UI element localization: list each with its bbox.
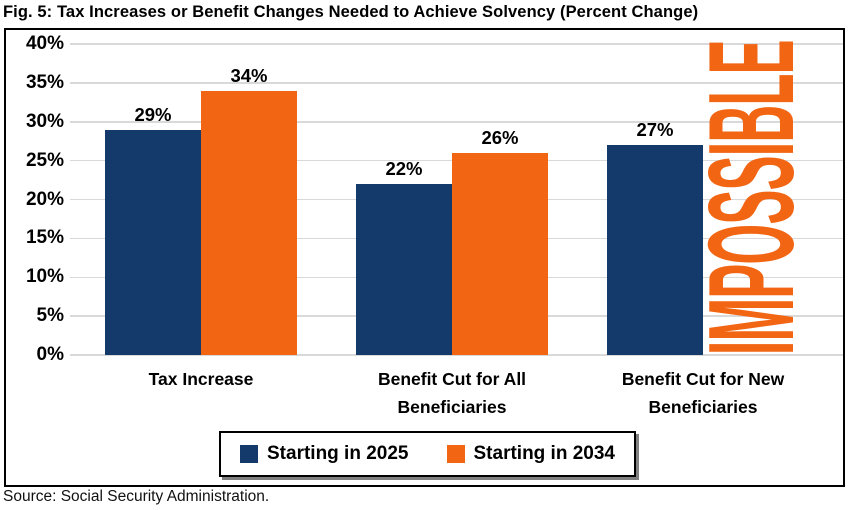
y-tick-5%: 5% [36, 305, 64, 326]
legend-label-2025: Starting in 2025 [267, 443, 409, 464]
bar-starting-in-2025-cat1 [356, 183, 452, 355]
y-tick-25%: 25% [25, 150, 64, 171]
y-tick-40%: 40% [25, 33, 64, 54]
bar-value-label: 34% [230, 64, 268, 86]
gridline-40% [70, 43, 843, 45]
y-tick-10%: 10% [25, 266, 64, 287]
category-label-1: Benefit Cut for All Beneficiaries [377, 369, 527, 417]
legend-label-2034: Starting in 2034 [473, 443, 616, 464]
y-tick-35%: 35% [25, 72, 64, 93]
source-note: Source: Social Security Administration. [3, 488, 270, 505]
bar-starting-in-2025-cat2 [607, 145, 703, 355]
bar-value-label: 27% [636, 119, 674, 141]
legend-item-starting-2034: Starting in 2034 [446, 443, 616, 465]
gridline-0% [70, 354, 843, 356]
y-tick-30%: 30% [25, 111, 64, 132]
legend-swatch-2025 [240, 445, 258, 463]
bar-value-label: 29% [134, 103, 172, 125]
y-tick-15%: 15% [25, 227, 64, 248]
y-tick-20%: 20% [25, 189, 64, 210]
legend: Starting in 2025 Starting in 2034 [219, 431, 636, 477]
impossible-text: IMPOSSIBLE [683, 40, 819, 355]
gridline-35% [70, 82, 843, 84]
bar-value-label: 22% [385, 157, 423, 179]
legend-swatch-2034 [446, 445, 465, 463]
figure-title: Fig. 5: Tax Increases or Benefit Changes… [3, 3, 699, 21]
impossible-annotation: IMPOSSIBLE [683, 40, 819, 355]
gridline-30% [70, 121, 843, 123]
category-label-0: Tax Increase [148, 369, 254, 389]
category-label-2: Benefit Cut for New Beneficiaries [621, 369, 785, 417]
impossible-rotated-wrap: IMPOSSIBLE [683, 40, 819, 355]
bar-starting-in-2034-cat0 [201, 90, 297, 355]
legend-item-starting-2025: Starting in 2025 [240, 443, 409, 465]
bar-starting-in-2034-cat1 [452, 152, 548, 355]
bar-value-label: 26% [481, 126, 519, 148]
bar-starting-in-2025-cat0 [105, 129, 201, 355]
y-tick-0%: 0% [36, 344, 64, 365]
